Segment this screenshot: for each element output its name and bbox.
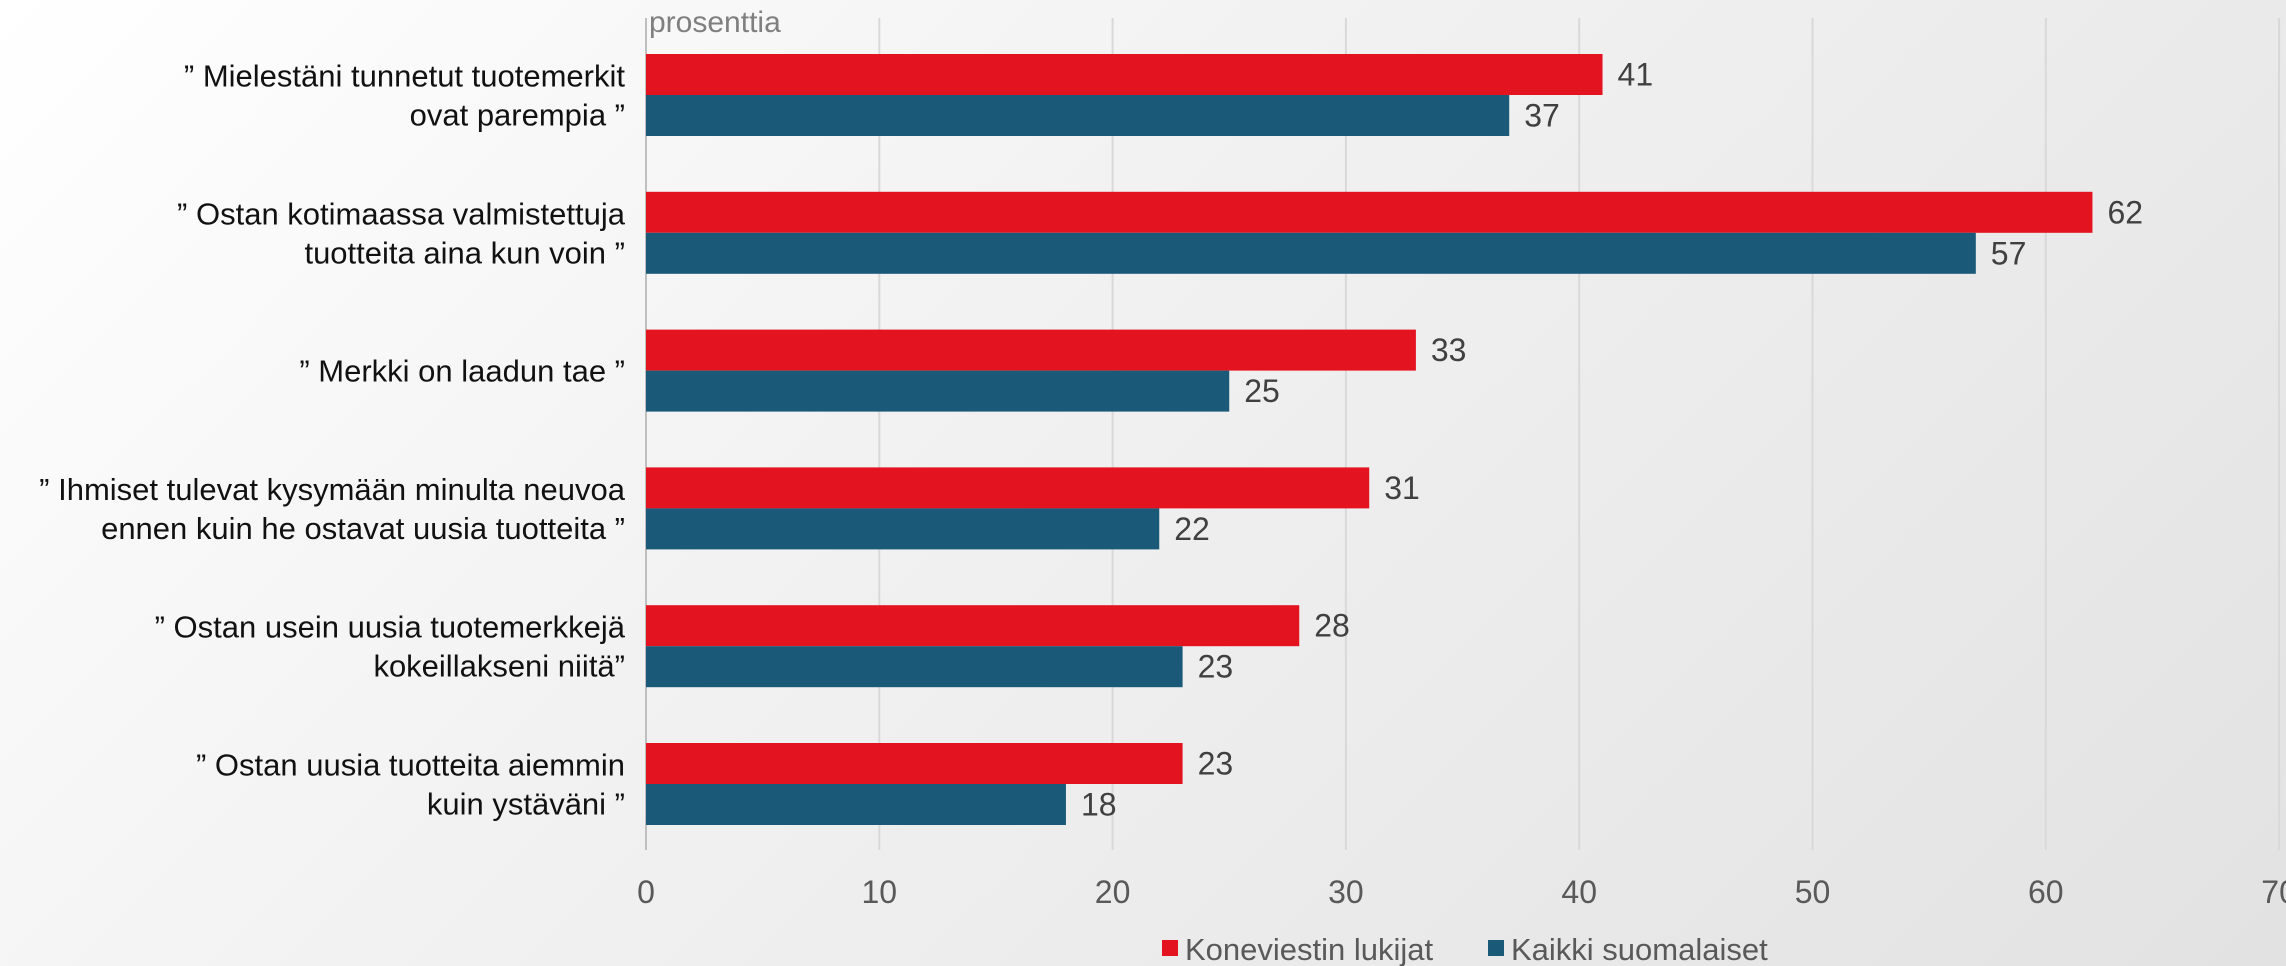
data-label: 18 (1081, 787, 1117, 823)
x-tick-label: 0 (637, 874, 655, 910)
x-tick-label: 50 (1795, 874, 1831, 910)
bar (646, 646, 1183, 688)
category-label: ” Ihmiset tulevat kysymään minulta neuvo… (39, 472, 626, 507)
data-label: 28 (1314, 608, 1350, 644)
bar (646, 370, 1230, 412)
bar (646, 54, 1603, 95)
x-tick-label: 60 (2028, 874, 2064, 910)
data-label: 23 (1198, 746, 1234, 782)
category-labels: ” Mielestäni tunnetut tuotemerkit ovat pa… (39, 59, 626, 822)
bar (646, 467, 1370, 509)
category-label: ennen kuin he ostavat uusia tuotteita ” (101, 511, 625, 546)
bar (646, 508, 1160, 550)
legend-label: Koneviestin lukijat (1185, 932, 1434, 966)
category-label: tuotteita aina kun voin ” (304, 235, 625, 270)
x-tick-label: 20 (1095, 874, 1131, 910)
bars-layer: 41 37 62 57 33 25 31 22 28 23 23 18 (646, 54, 2143, 825)
category-label: ” Mielestäni tunnetut tuotemerkit (184, 59, 625, 94)
category-label: kuin ystäväni ” (427, 787, 625, 822)
bar (646, 191, 2093, 233)
x-tick-label: 10 (862, 874, 898, 910)
legend-swatch (1488, 940, 1504, 956)
x-axis-ticks: 0 10 20 30 40 50 60 70 (637, 874, 2286, 910)
category-label: kokeillakseni niitä” (373, 649, 625, 684)
bar (646, 605, 1300, 647)
data-label: 31 (1384, 470, 1420, 506)
bar (646, 784, 1066, 825)
category-label: ” Ostan uusia tuotteita aiemmin (196, 748, 625, 783)
legend-label: Kaikki suomalaiset (1511, 932, 1768, 966)
bar (646, 329, 1416, 371)
category-label: ” Ostan kotimaassa valmistettuja (177, 196, 626, 231)
legend: Koneviestin lukijat Kaikki suomalaiset (1162, 932, 1768, 966)
x-tick-label: 30 (1328, 874, 1364, 910)
data-label: 22 (1174, 511, 1210, 547)
data-label: 37 (1524, 98, 1560, 134)
bar (646, 95, 1510, 136)
data-label: 33 (1431, 332, 1467, 368)
category-label: ovat parempia ” (410, 98, 625, 133)
legend-swatch (1162, 940, 1178, 956)
axis-unit-label: prosenttia (649, 6, 781, 39)
x-tick-label: 70 (2261, 874, 2286, 910)
grid-layer (645, 18, 2281, 850)
data-label: 62 (2107, 194, 2143, 230)
data-label: 23 (1198, 649, 1234, 685)
x-tick-label: 40 (1561, 874, 1597, 910)
category-label: ” Ostan usein uusia tuotemerkkejä (155, 610, 626, 645)
data-label: 25 (1244, 373, 1280, 409)
data-label: 41 (1618, 57, 1654, 93)
category-label: ” Merkki on laadun tae ” (299, 354, 625, 389)
bar (646, 743, 1183, 784)
data-label: 57 (1991, 235, 2027, 271)
bar (646, 232, 1976, 274)
